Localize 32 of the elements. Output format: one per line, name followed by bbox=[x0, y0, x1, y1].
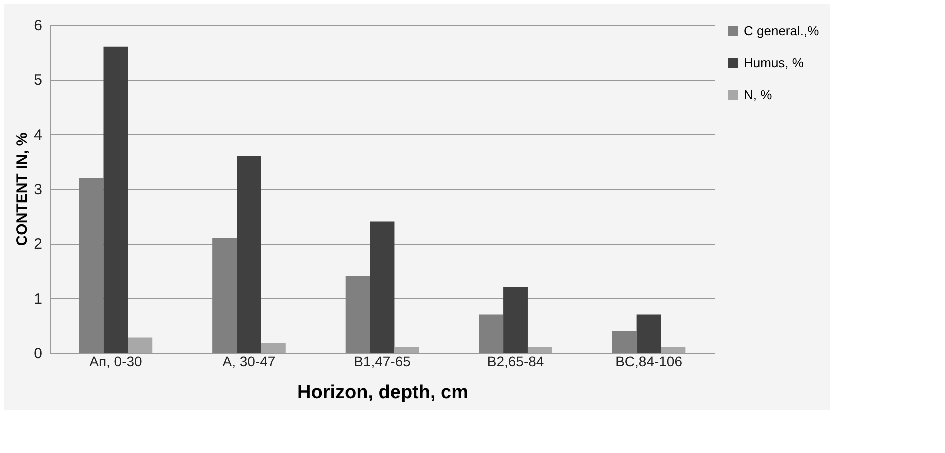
x-tick-label: B2,65-84 bbox=[487, 354, 544, 370]
bar bbox=[636, 314, 662, 353]
bar bbox=[212, 238, 238, 353]
y-axis-title: CONTENT IN, % bbox=[14, 132, 32, 246]
y-tick-label: 2 bbox=[34, 236, 42, 254]
bar bbox=[661, 348, 686, 353]
x-axis-title: Horizon, depth, cm bbox=[298, 382, 468, 404]
bar bbox=[79, 178, 104, 353]
x-tick-label: A, 30-47 bbox=[222, 354, 276, 370]
bar bbox=[479, 314, 504, 353]
legend-label: Humus, % bbox=[744, 56, 804, 70]
bar bbox=[104, 46, 128, 353]
bar bbox=[237, 156, 262, 353]
y-tick-label: 6 bbox=[34, 18, 42, 34]
x-tick-label: B1,47-65 bbox=[354, 354, 412, 370]
y-tick-label: 5 bbox=[34, 72, 42, 90]
y-tick-label: 0 bbox=[34, 346, 42, 362]
y-tick-label: 4 bbox=[34, 126, 42, 144]
x-tick-label: Aп, 0-30 bbox=[90, 354, 143, 370]
bar bbox=[394, 348, 420, 353]
bar bbox=[528, 348, 552, 353]
legend-label: C general.,% bbox=[744, 24, 820, 38]
y-tick-label: 3 bbox=[34, 182, 42, 198]
bar bbox=[504, 287, 528, 353]
bar bbox=[346, 276, 370, 353]
bar bbox=[370, 222, 395, 353]
x-tick-label: BC,84-106 bbox=[616, 354, 683, 370]
y-tick-label: 1 bbox=[34, 290, 42, 308]
bar bbox=[612, 331, 637, 353]
bar bbox=[261, 343, 286, 353]
legend-label: N, % bbox=[744, 88, 773, 102]
bar bbox=[128, 338, 153, 353]
